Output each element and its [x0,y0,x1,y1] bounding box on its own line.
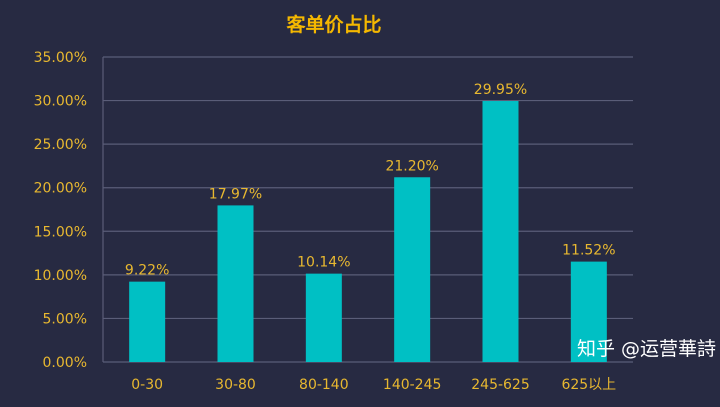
y-tick-label: 0.00% [43,355,87,371]
x-tick-label: 30-80 [215,377,256,393]
data-label: 9.22% [125,263,169,279]
x-tick-label: 80-140 [299,377,349,393]
y-tick-label: 15.00% [34,224,87,240]
x-tick-label: 0-30 [131,377,163,393]
bar [305,273,342,362]
data-label: 10.14% [297,255,350,271]
y-tick-label: 35.00% [34,50,87,66]
bar [570,261,607,362]
bar [129,281,166,362]
watermark: 知乎 @运营華詩 [576,338,716,360]
x-tick-label: 140-245 [383,377,442,393]
bar [394,177,431,362]
x-tick-label: 245-625 [471,377,530,393]
x-tick-label: 625以上 [561,377,616,393]
data-label: 17.97% [209,186,262,202]
y-tick-label: 10.00% [34,268,87,284]
y-tick-label: 5.00% [43,311,87,327]
data-label: 21.20% [385,158,438,174]
data-label: 29.95% [474,82,527,98]
y-tick-label: 30.00% [34,94,87,110]
data-label: 11.52% [562,243,615,259]
y-tick-label: 25.00% [34,137,87,153]
y-tick-label: 20.00% [34,181,87,197]
bar [217,205,254,362]
chart-title: 客单价占比 [286,14,382,36]
bar [482,101,519,362]
